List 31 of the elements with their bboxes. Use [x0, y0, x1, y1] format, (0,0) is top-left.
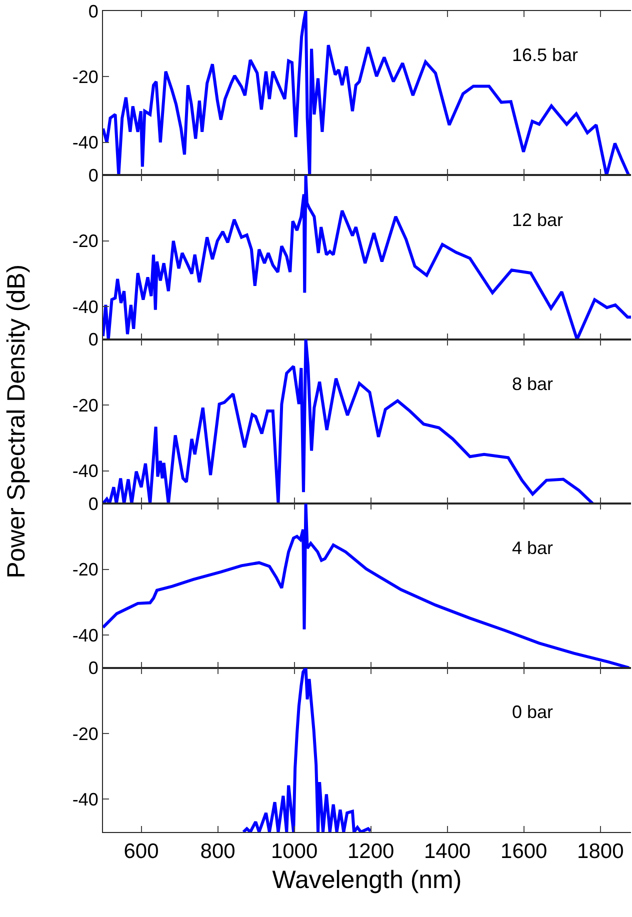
y-tick-label: 0: [88, 1, 98, 22]
y-tick-label: -40: [72, 132, 98, 153]
line-series: [103, 339, 594, 504]
y-axis-title: Power Spectral Density (dB): [2, 264, 30, 578]
x-tick-label: 1800: [577, 840, 624, 864]
y-tick-label: -20: [72, 395, 98, 416]
annotation: 0 bar: [512, 702, 554, 722]
annotation: 12 bar: [512, 210, 564, 230]
annotation: 16.5 bar: [512, 45, 578, 65]
y-tick-label: 0: [88, 166, 98, 186]
y-tick-label: -20: [72, 231, 98, 252]
line-series: [242, 668, 372, 832]
y-tick-label: -20: [72, 560, 98, 580]
y-tick-label: -40: [72, 461, 98, 482]
y-tick-label: -40: [72, 789, 98, 810]
x-axis-title: Wavelength (nm): [272, 866, 462, 894]
x-tick-label: 1400: [424, 840, 471, 864]
x-tick-label: 1000: [270, 840, 318, 864]
y-tick-label: -40: [72, 625, 98, 646]
y-tick-label: 0: [88, 494, 98, 514]
x-tick-label: 1600: [500, 840, 548, 864]
y-tick-label: -20: [72, 66, 98, 87]
x-tick-label: 1200: [347, 840, 394, 864]
annotation: 4 bar: [512, 538, 554, 558]
y-tick-label: 0: [88, 658, 98, 678]
annotation: 8 bar: [512, 374, 554, 394]
x-tick-label: 800: [200, 840, 236, 864]
y-tick-label: -40: [72, 296, 98, 317]
y-tick-label: 0: [88, 330, 98, 350]
x-tick-label: 600: [124, 840, 159, 864]
y-tick-label: -20: [72, 724, 98, 744]
